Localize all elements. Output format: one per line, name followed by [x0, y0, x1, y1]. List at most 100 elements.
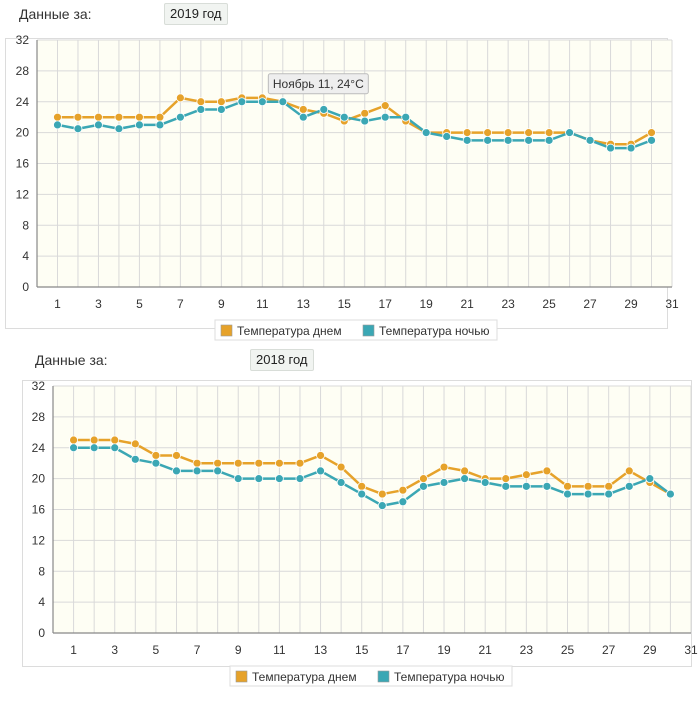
- day-temperature-point[interactable]: [544, 128, 554, 138]
- night-temperature-point[interactable]: [94, 120, 103, 130]
- night-temperature-point[interactable]: [114, 124, 124, 134]
- day-temperature-point[interactable]: [172, 451, 181, 460]
- day-temperature-point[interactable]: [462, 128, 472, 138]
- night-temperature-point[interactable]: [480, 478, 490, 487]
- night-temperature-point[interactable]: [274, 474, 284, 484]
- day-temperature-point[interactable]: [377, 489, 387, 499]
- night-temperature-point[interactable]: [53, 120, 62, 130]
- night-temperature-point[interactable]: [135, 120, 144, 130]
- day-temperature-point[interactable]: [73, 112, 83, 122]
- day-temperature-point[interactable]: [647, 128, 656, 138]
- year-select-2019[interactable]: 2019 год: [164, 3, 228, 25]
- night-temperature-point[interactable]: [626, 143, 636, 153]
- day-temperature-point[interactable]: [360, 108, 370, 118]
- day-temperature-point[interactable]: [135, 112, 144, 122]
- night-temperature-point[interactable]: [151, 458, 161, 468]
- day-temperature-point[interactable]: [542, 466, 552, 476]
- night-temperature-point[interactable]: [421, 128, 431, 138]
- night-temperature-point[interactable]: [319, 105, 329, 114]
- day-temperature-point[interactable]: [439, 462, 449, 472]
- day-temperature-point[interactable]: [196, 97, 206, 107]
- night-temperature-point[interactable]: [583, 489, 593, 499]
- day-temperature-point[interactable]: [155, 112, 165, 122]
- night-temperature-point[interactable]: [604, 489, 614, 499]
- day-temperature-point[interactable]: [604, 481, 614, 491]
- night-temperature-point[interactable]: [89, 443, 99, 453]
- night-temperature-point[interactable]: [544, 135, 554, 145]
- night-temperature-point[interactable]: [380, 112, 390, 122]
- day-temperature-point[interactable]: [274, 458, 284, 468]
- night-temperature-point[interactable]: [172, 466, 181, 476]
- night-temperature-point[interactable]: [666, 489, 675, 499]
- day-temperature-point[interactable]: [563, 481, 572, 491]
- night-temperature-point[interactable]: [336, 478, 346, 487]
- night-temperature-point[interactable]: [233, 474, 243, 484]
- night-temperature-point[interactable]: [460, 474, 470, 484]
- night-temperature-point[interactable]: [155, 120, 165, 130]
- day-temperature-point[interactable]: [524, 128, 534, 138]
- night-temperature-point[interactable]: [192, 466, 202, 476]
- night-temperature-point[interactable]: [73, 124, 83, 134]
- night-temperature-point[interactable]: [501, 481, 511, 491]
- night-temperature-point[interactable]: [647, 135, 656, 145]
- year-select-2018[interactable]: 2018 год: [250, 349, 314, 371]
- day-temperature-point[interactable]: [233, 458, 243, 468]
- night-temperature-point[interactable]: [69, 443, 78, 453]
- day-temperature-point[interactable]: [130, 439, 140, 449]
- night-temperature-point[interactable]: [254, 474, 264, 484]
- day-temperature-point[interactable]: [69, 435, 78, 445]
- night-temperature-point[interactable]: [295, 474, 305, 484]
- night-temperature-point[interactable]: [624, 481, 634, 491]
- day-temperature-point[interactable]: [151, 451, 161, 460]
- night-temperature-point[interactable]: [130, 454, 140, 464]
- legend-label-day[interactable]: Температура днем: [237, 324, 342, 338]
- day-temperature-point[interactable]: [295, 458, 305, 468]
- night-temperature-point[interactable]: [216, 105, 226, 114]
- day-temperature-point[interactable]: [316, 451, 325, 460]
- night-temperature-point[interactable]: [398, 497, 408, 507]
- night-temperature-point[interactable]: [257, 97, 267, 107]
- day-temperature-point[interactable]: [501, 474, 511, 484]
- night-temperature-point[interactable]: [439, 478, 449, 487]
- day-temperature-point[interactable]: [192, 458, 202, 468]
- night-temperature-point[interactable]: [462, 135, 472, 145]
- legend-label-night[interactable]: Температура ночью: [394, 670, 505, 684]
- night-temperature-point[interactable]: [524, 135, 534, 145]
- night-temperature-point[interactable]: [645, 474, 655, 484]
- night-temperature-point[interactable]: [606, 143, 615, 153]
- night-temperature-point[interactable]: [503, 135, 513, 145]
- night-temperature-point[interactable]: [357, 489, 367, 499]
- day-temperature-point[interactable]: [398, 485, 408, 495]
- night-temperature-point[interactable]: [565, 128, 574, 138]
- night-temperature-point[interactable]: [196, 105, 206, 114]
- day-temperature-point[interactable]: [110, 435, 120, 445]
- day-temperature-point[interactable]: [114, 112, 124, 122]
- day-temperature-point[interactable]: [583, 481, 593, 491]
- day-temperature-point[interactable]: [460, 466, 470, 476]
- night-temperature-point[interactable]: [563, 489, 572, 499]
- night-temperature-point[interactable]: [377, 501, 387, 511]
- night-temperature-point[interactable]: [213, 466, 223, 476]
- night-temperature-point[interactable]: [521, 481, 531, 491]
- day-temperature-point[interactable]: [216, 97, 226, 107]
- night-temperature-point[interactable]: [278, 97, 288, 107]
- day-temperature-point[interactable]: [298, 105, 308, 114]
- day-temperature-point[interactable]: [175, 93, 185, 103]
- night-temperature-point[interactable]: [316, 466, 325, 476]
- day-temperature-point[interactable]: [380, 101, 390, 111]
- day-temperature-point[interactable]: [53, 112, 62, 122]
- day-temperature-point[interactable]: [94, 112, 103, 122]
- night-temperature-point[interactable]: [360, 116, 370, 126]
- night-temperature-point[interactable]: [298, 112, 308, 122]
- night-temperature-point[interactable]: [542, 481, 552, 491]
- night-temperature-point[interactable]: [237, 97, 247, 107]
- day-temperature-point[interactable]: [521, 470, 531, 480]
- night-temperature-point[interactable]: [175, 112, 185, 122]
- day-temperature-point[interactable]: [419, 474, 428, 484]
- day-temperature-point[interactable]: [624, 466, 634, 476]
- night-temperature-point[interactable]: [442, 132, 452, 141]
- day-temperature-point[interactable]: [213, 458, 223, 468]
- day-temperature-point[interactable]: [254, 458, 264, 468]
- night-temperature-point[interactable]: [483, 135, 493, 145]
- day-temperature-point[interactable]: [483, 128, 493, 138]
